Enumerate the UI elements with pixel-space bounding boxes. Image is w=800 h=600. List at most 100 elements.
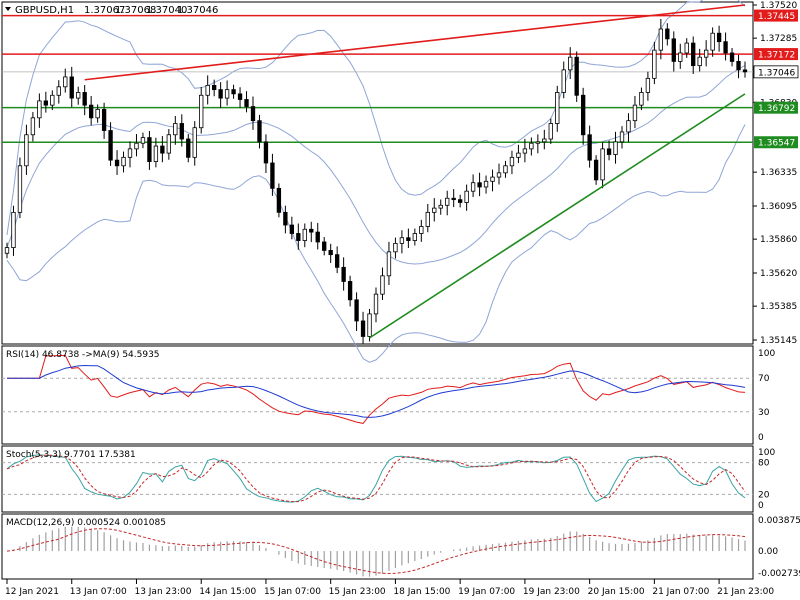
candle-body xyxy=(160,145,165,154)
ohlc-low: 1.37040 xyxy=(146,5,187,16)
candle-body xyxy=(276,187,282,213)
time-tick-label: 21 Jan 23:00 xyxy=(717,587,774,597)
rsi-axis-label: 100 xyxy=(758,349,775,359)
candle-body xyxy=(678,52,683,62)
macd-panel-frame xyxy=(1,513,754,580)
candle-body xyxy=(542,138,547,143)
candle-body xyxy=(127,148,133,158)
collapse-triangle-icon[interactable] xyxy=(5,7,11,11)
stoch-axis-label: 100 xyxy=(758,448,775,458)
support-level-label-box xyxy=(754,101,798,114)
resistance-level-label: 1.37172 xyxy=(758,51,795,61)
candle-body xyxy=(63,76,68,88)
bollinger-lower xyxy=(6,124,746,363)
stoch-axis-label: 0 xyxy=(758,501,764,511)
chart-header: GBPUSD,H1 1.37067 1.37068 1.37040 1.3704… xyxy=(5,5,218,16)
time-tick-label: 18 Jan 15:00 xyxy=(393,587,450,597)
candle-body xyxy=(568,56,573,71)
candle-body xyxy=(658,28,664,51)
macd-axis-label: 0.00 xyxy=(758,547,778,557)
candle-body xyxy=(373,293,379,315)
candle-body xyxy=(393,242,398,253)
candle-body xyxy=(231,89,236,95)
support-trendline xyxy=(369,93,746,339)
resistance-level-label: 1.37445 xyxy=(758,12,795,22)
candle-body xyxy=(166,134,172,154)
candle-body xyxy=(173,123,178,136)
candle-body xyxy=(283,211,288,226)
ohlc-close: 1.37046 xyxy=(177,5,218,16)
price-tick-label: 1.36335 xyxy=(760,168,797,178)
stoch-main-line xyxy=(6,454,746,503)
candle-body xyxy=(406,237,411,241)
axis-layer: 1.375201.372851.368301.363351.360951.358… xyxy=(5,1,800,597)
candle-body xyxy=(490,176,495,182)
candle-body xyxy=(140,137,146,144)
candle-body xyxy=(432,207,437,213)
macd-label: MACD(12,26,9) 0.000524 0.001085 xyxy=(6,518,166,528)
candle-body xyxy=(438,204,443,209)
bollinger-upper xyxy=(6,0,746,235)
candle-body xyxy=(56,86,61,96)
candle-body xyxy=(516,152,521,158)
support-level-label: 1.36547 xyxy=(758,139,795,149)
time-tick-label: 15 Jan 07:00 xyxy=(264,587,321,597)
rsi-axis-label: 30 xyxy=(758,408,770,418)
symbol-label: GBPUSD,H1 xyxy=(15,5,74,16)
stoch-panel-frame xyxy=(1,445,754,513)
candle-body xyxy=(386,251,392,277)
time-tick-label: 21 Jan 07:00 xyxy=(652,587,709,597)
macd-layer xyxy=(6,526,746,577)
candle-body xyxy=(4,247,10,254)
candle-body xyxy=(11,211,16,249)
candle-body xyxy=(322,241,327,251)
price-tick-label: 1.35860 xyxy=(760,235,797,245)
macd-axis-label: -0.002739 xyxy=(758,569,800,579)
candle-body xyxy=(483,180,489,188)
candle-body xyxy=(315,231,320,243)
stoch-layer xyxy=(2,454,753,503)
price-tick-label: 1.35145 xyxy=(760,336,797,346)
candle-body xyxy=(742,69,748,73)
ohlc-high: 1.37068 xyxy=(115,5,156,16)
stoch-axis-label: 20 xyxy=(758,490,770,500)
candle-body xyxy=(88,104,94,119)
candle-body xyxy=(199,94,204,129)
candle-body xyxy=(179,123,184,140)
candle-body xyxy=(710,32,715,51)
candle-body xyxy=(419,226,424,234)
candle-body xyxy=(632,104,638,122)
candle-body xyxy=(580,94,586,136)
candle-body xyxy=(224,89,230,99)
time-tick-label: 19 Jan 23:00 xyxy=(523,587,580,597)
price-tick-label: 1.35385 xyxy=(760,302,797,312)
price-panel-frame xyxy=(1,1,754,345)
price-tick-label: 1.35620 xyxy=(760,269,797,279)
stoch-label: Stoch(5,3,3) 9.7701 17.5381 xyxy=(6,450,136,460)
candle-body xyxy=(587,134,592,161)
time-tick-label: 13 Jan 23:00 xyxy=(134,587,191,597)
candle-body xyxy=(470,182,476,192)
candle-body xyxy=(211,85,217,91)
candle-body xyxy=(69,76,74,99)
candle-body xyxy=(457,199,463,203)
candle-body xyxy=(37,100,42,119)
candle-body xyxy=(108,130,113,161)
candle-body xyxy=(244,99,249,107)
rsi-panel-frame xyxy=(1,345,754,445)
macd-axis-label: 0.003875 xyxy=(758,516,800,526)
time-tick-label: 14 Jan 15:00 xyxy=(199,587,256,597)
candle-body xyxy=(82,92,87,106)
candle-body xyxy=(328,250,333,256)
current-price-label: 1.37046 xyxy=(758,68,795,78)
candle-body xyxy=(360,320,366,337)
ohlc-open: 1.37067 xyxy=(84,5,125,16)
candle-body xyxy=(334,254,340,268)
candle-body xyxy=(205,85,210,96)
time-tick-label: 19 Jan 07:00 xyxy=(458,587,515,597)
candle-body xyxy=(451,197,456,201)
candle-body xyxy=(729,52,735,62)
candle-body xyxy=(425,211,430,227)
candle-body xyxy=(250,106,256,122)
candle-body xyxy=(50,94,55,106)
